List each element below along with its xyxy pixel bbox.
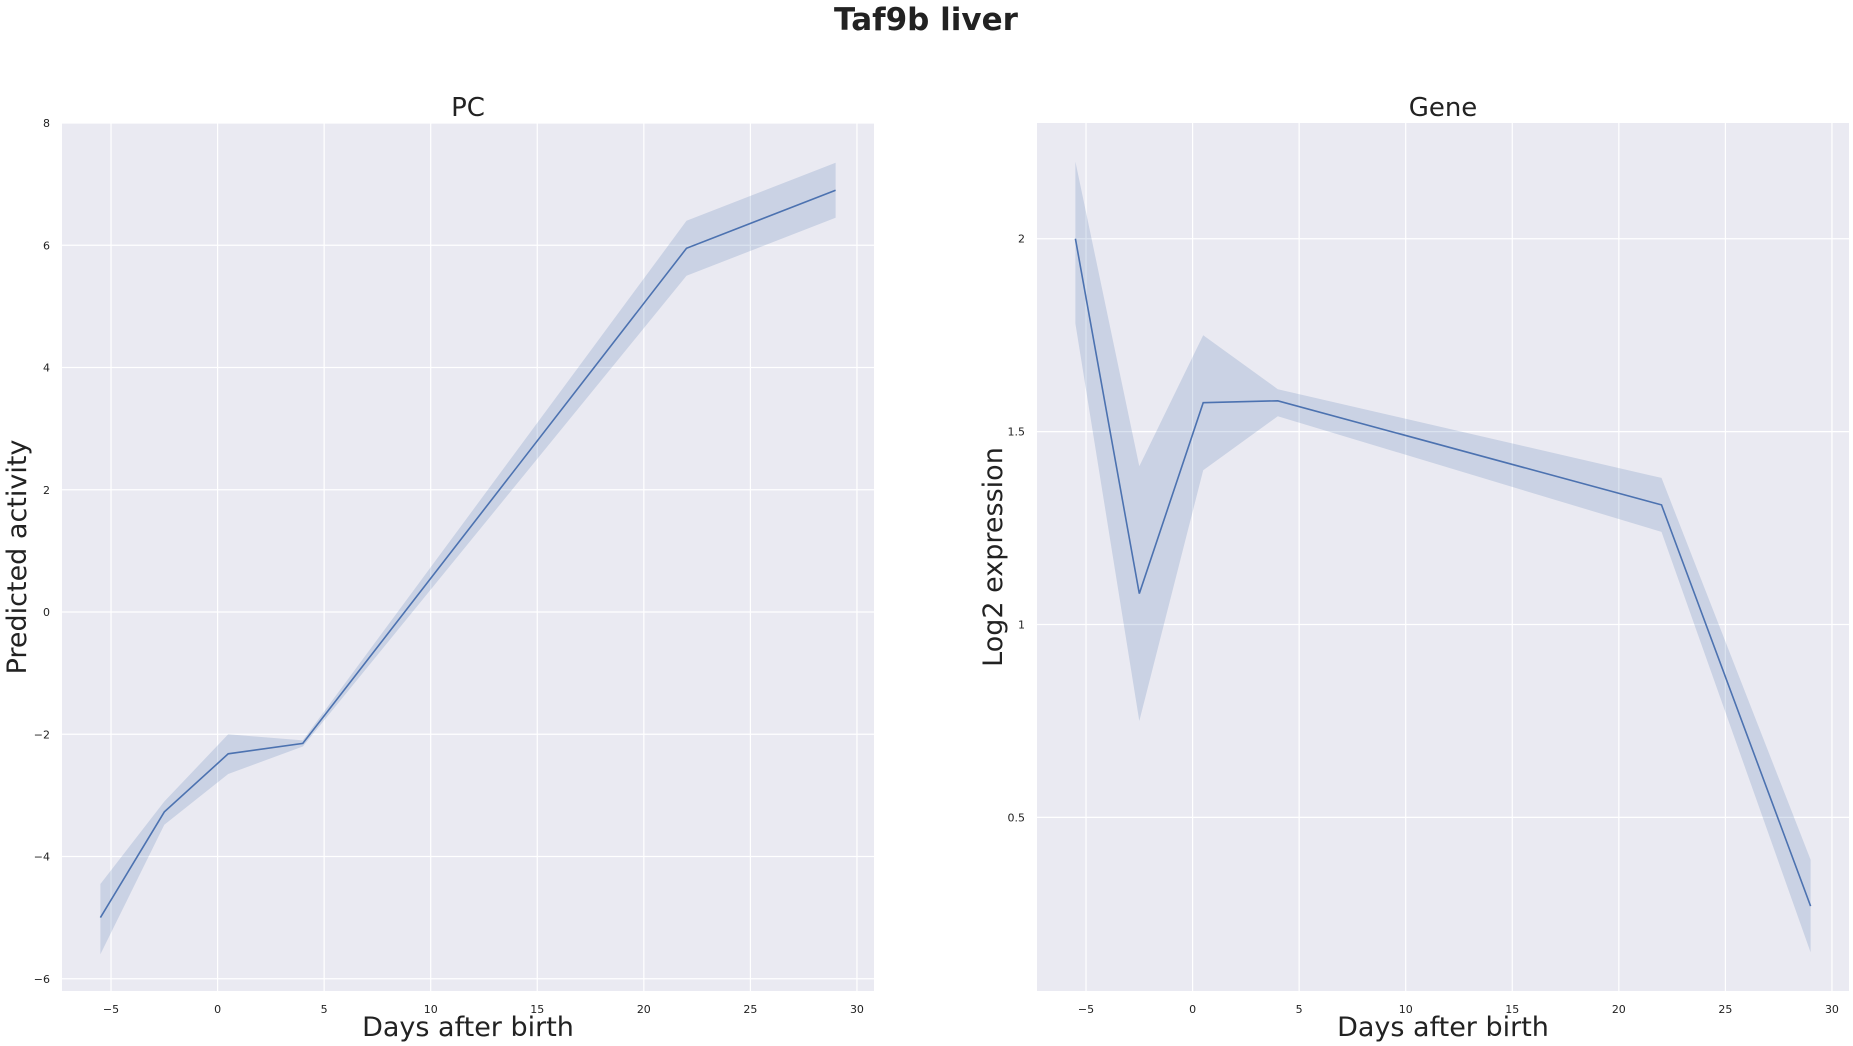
gene-panel-title: Gene [1409, 93, 1478, 123]
gene-series-line [1074, 238, 1812, 907]
y-tick-label: 0 [43, 606, 50, 619]
pc-gridlines [62, 122, 874, 991]
x-tick-label: 10 [1399, 1003, 1413, 1016]
gene-gridlines [1037, 123, 1849, 991]
y-tick-label: 6 [43, 239, 50, 252]
y-tick-label: 8 [43, 117, 50, 130]
y-tick-label: 2 [1018, 233, 1025, 246]
gene-panel: −5 0 5 10 15 20 25 30 0.5 1 1.5 2 Gene Days after b… [978, 93, 1849, 1043]
pc-series-line [99, 189, 836, 919]
x-tick-label: 30 [1825, 1003, 1839, 1016]
y-tick-label: −6 [34, 973, 50, 986]
pc-y-axis-label: Predicted activity [2, 440, 33, 675]
pc-panel: −5 0 5 10 15 20 25 30 −6 −4 −2 0 2 4 6 8 PC Days after … [2, 93, 874, 1043]
x-tick-label: −5 [103, 1003, 119, 1016]
x-tick-label: 25 [1718, 1003, 1732, 1016]
x-tick-label: 15 [1505, 1003, 1519, 1016]
x-tick-label: 5 [1296, 1003, 1303, 1016]
x-tick-label: 20 [1612, 1003, 1626, 1016]
y-tick-label: 1.5 [1008, 426, 1026, 439]
pc-x-axis-label: Days after birth [362, 1012, 574, 1043]
pc-panel-title: PC [451, 93, 485, 123]
x-tick-label: 25 [743, 1003, 757, 1016]
pc-confidence-band [100, 162, 836, 955]
y-tick-label: 0.5 [1008, 811, 1026, 824]
y-tick-label: 2 [43, 484, 50, 497]
pc-tick-labels: −5 0 5 10 15 20 25 30 −6 −4 −2 0 2 4 6 8 [34, 117, 864, 1016]
x-tick-label: 20 [637, 1003, 651, 1016]
gene-y-axis-label: Log2 expression [978, 447, 1009, 667]
x-tick-label: 5 [321, 1003, 328, 1016]
y-tick-label: −2 [34, 728, 50, 741]
gene-tick-labels: −5 0 5 10 15 20 25 30 0.5 1 1.5 2 [1008, 233, 1839, 1016]
pc-plot-background [62, 123, 874, 991]
y-tick-label: −4 [34, 851, 50, 864]
gene-plot-background [1037, 123, 1849, 991]
y-tick-label: 4 [43, 362, 50, 375]
x-tick-label: −5 [1078, 1003, 1094, 1016]
figure-title: Taf9b liver [834, 2, 1019, 38]
x-tick-label: 15 [530, 1003, 544, 1016]
x-tick-label: 30 [850, 1003, 864, 1016]
x-tick-label: 0 [1189, 1003, 1196, 1016]
gene-x-axis-label: Days after birth [1337, 1012, 1549, 1043]
x-tick-label: 10 [424, 1003, 438, 1016]
x-tick-label: 0 [214, 1003, 221, 1016]
y-tick-label: 1 [1018, 619, 1025, 632]
